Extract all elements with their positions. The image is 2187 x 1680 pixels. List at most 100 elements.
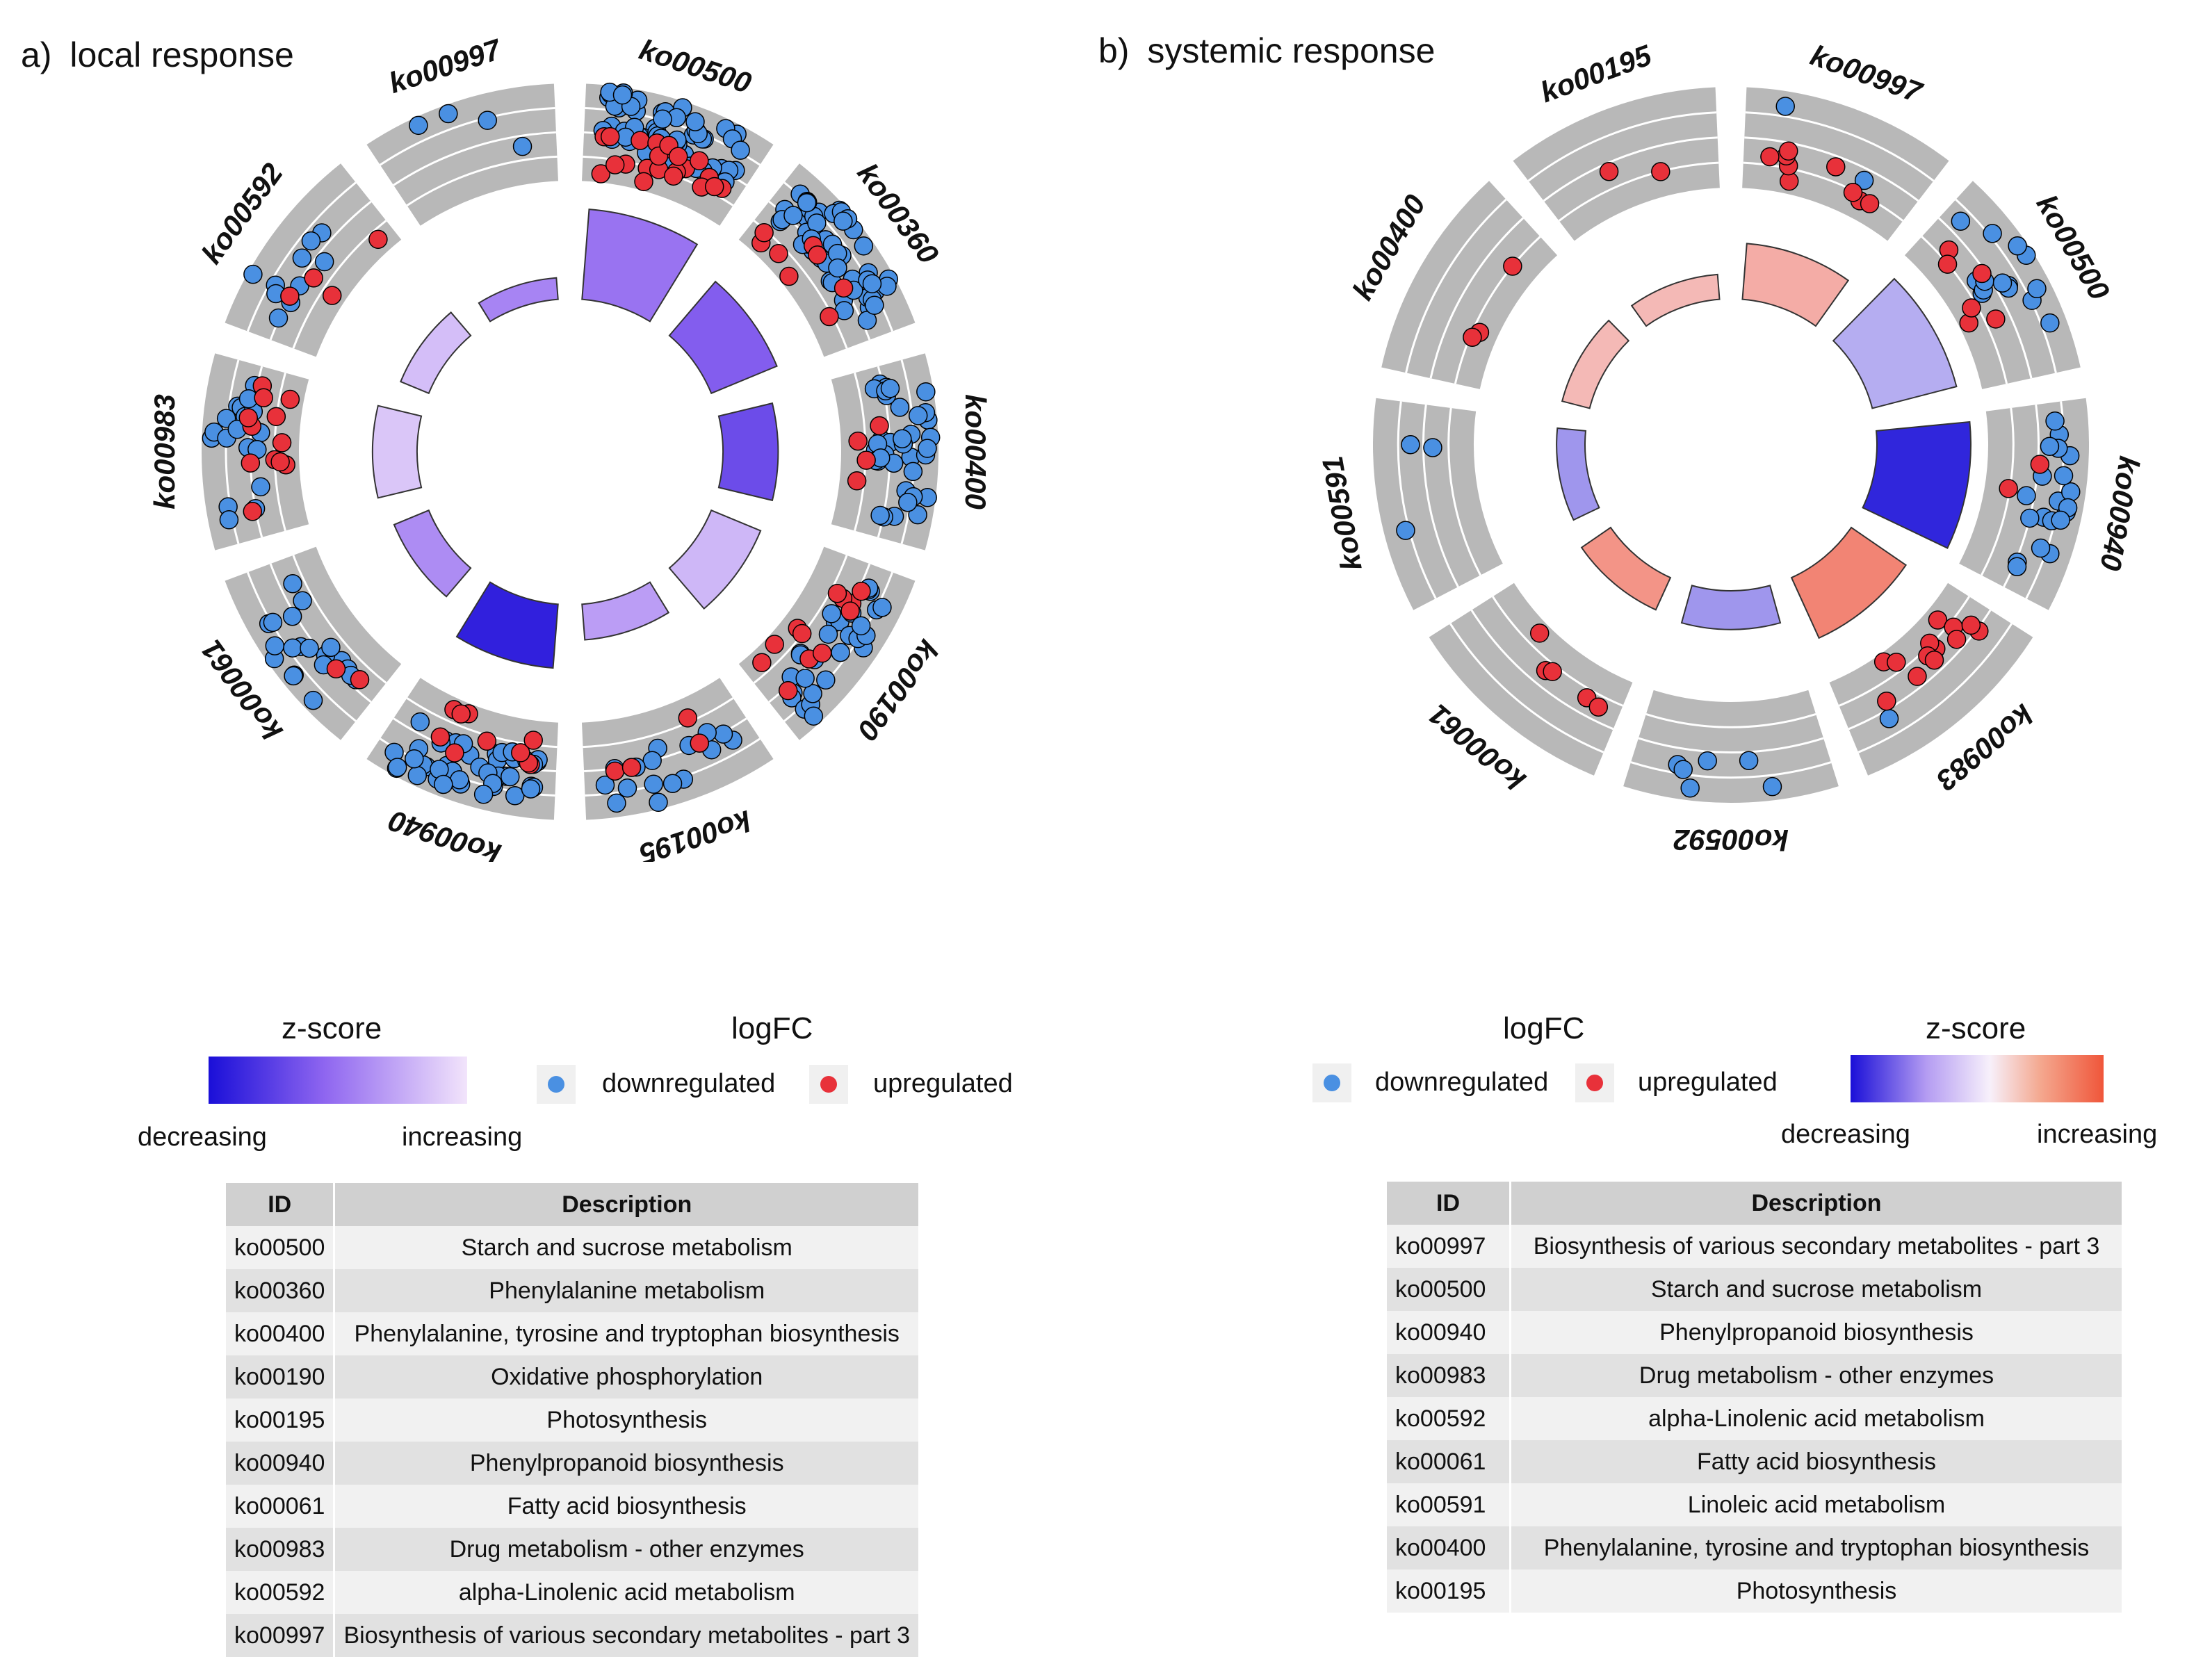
gene-dot-down (501, 767, 520, 787)
gene-dot-up (1928, 610, 1948, 630)
table-row: ko00997 Biosynthesis of various secondary… (1387, 1225, 2124, 1268)
gene-dot-down (685, 112, 705, 131)
gene-dot-up (1924, 650, 1944, 670)
table-cell-description: Biosynthesis of various secondary metabo… (1510, 1225, 2124, 1268)
zscore-bar (581, 581, 670, 641)
table-cell-id: ko00400 (1387, 1526, 1511, 1569)
table-cell-description: Phenylpropanoid biosynthesis (1510, 1311, 2124, 1354)
zscore-bar (1741, 243, 1850, 327)
gene-dot-down (854, 236, 874, 256)
gene-dot-down (865, 295, 884, 315)
gene-dot-down (816, 670, 836, 690)
gene-dot-down (908, 406, 928, 425)
gene-dot-down (851, 616, 871, 636)
gene-dot-up (1946, 630, 1967, 649)
table-cell-description: Drug metabolism - other enzymes (1510, 1354, 2124, 1397)
table-cell-id: ko00400 (226, 1312, 336, 1355)
term-label: ko00195 (1536, 42, 1656, 108)
gene-dot-up (241, 453, 261, 473)
gene-dot-down (407, 765, 428, 785)
guide-arc (583, 697, 734, 749)
gene-dot-up (808, 245, 827, 265)
zscore-bar (1832, 277, 1958, 409)
table-cell-id: ko00061 (226, 1485, 336, 1528)
gene-dot-down (321, 637, 341, 658)
table-row: ko00400 Phenylalanine, tyrosine and trypt… (1387, 1526, 2124, 1569)
gene-dot-down (1423, 438, 1442, 457)
gene-dot-down (862, 274, 882, 293)
table-row: ko00400 Phenylalanine, tyrosine and trypt… (226, 1312, 920, 1355)
gene-dot-up (430, 727, 450, 747)
panel-b-label: b) (1098, 31, 1130, 70)
table-row: ko00940 Phenylpropanoid biosynthesis (1387, 1311, 2124, 1354)
table-header-id: ID (1387, 1182, 1511, 1225)
gene-dot-up (1779, 141, 1798, 161)
term-ko00400: ko00400 (717, 353, 992, 551)
term-label: ko00195 (635, 804, 756, 862)
gene-dot-up (600, 127, 620, 147)
table-cell-description: Drug metabolism - other enzymes (334, 1528, 920, 1571)
gene-dot-up (270, 452, 290, 472)
guide-arc (1543, 136, 1718, 202)
gene-dot-down (731, 140, 750, 160)
gene-dot-down (410, 712, 430, 732)
table-row: ko00592 alpha-Linolenic acid metabolism (226, 1571, 920, 1614)
gene-dot-down (300, 638, 319, 658)
gene-dot-up (1972, 263, 1992, 284)
gene-dot-up (1937, 254, 1958, 274)
gene-dot-down (263, 612, 283, 633)
term-sector (1373, 398, 1503, 610)
kegg-table-systemic: ID Description ko00997 Biosynthesis of va… (1387, 1182, 2124, 1613)
guide-arc (406, 155, 558, 206)
guide-arc (1558, 161, 1719, 222)
table-cell-id: ko00591 (1387, 1483, 1511, 1526)
gene-dot-down (890, 398, 910, 417)
table-cell-id: ko00983 (1387, 1354, 1511, 1397)
gene-dot-down (284, 666, 303, 686)
gene-dot-up (477, 731, 497, 751)
table-cell-id: ko00592 (226, 1571, 336, 1614)
panel-b-title-text: systemic response (1147, 31, 1436, 70)
table-cell-id: ko00997 (1387, 1225, 1511, 1268)
gene-dot-up (1860, 194, 1880, 213)
gene-dot-down (2027, 279, 2047, 299)
zscore-bar (393, 509, 472, 598)
term-label: ko00400 (959, 394, 992, 509)
table-cell-id: ko00195 (226, 1398, 336, 1442)
table-cell-description: alpha-Linolenic acid metabolism (334, 1571, 920, 1614)
gene-dot-down (292, 248, 312, 268)
gene-dot-up (451, 704, 471, 724)
legend-up-label-b: upregulated (1638, 1068, 1778, 1097)
gene-dot-up (847, 471, 867, 491)
gene-dot-down (301, 231, 321, 251)
gene-dot-down (450, 770, 469, 790)
gene-dot-up (621, 758, 642, 777)
panel-b-title: b) systemic response (1098, 31, 1435, 71)
table-cell-id: ko00997 (226, 1614, 336, 1657)
gene-dot-down (903, 462, 923, 482)
circular-plot-local: ko00500ko00360ko00400ko00190ko00195ko009… (148, 33, 992, 862)
gene-dot-down (314, 252, 334, 272)
gene-dot-up (704, 177, 724, 197)
gene-dot-down (478, 111, 497, 130)
gene-dot-down (807, 213, 827, 233)
gene-dot-down (1739, 751, 1759, 770)
gene-dot-down (434, 774, 453, 794)
zscore-bar (717, 402, 779, 502)
gene-dot-down (2031, 538, 2051, 558)
guide-arc (379, 106, 555, 166)
gene-dot-down (1396, 521, 1415, 540)
gene-dot-up (322, 286, 342, 305)
gene-dot-up (754, 223, 774, 243)
term-label: ko00940 (2094, 454, 2146, 573)
zscore-bar (668, 280, 778, 395)
term-sector (1623, 690, 1839, 803)
term-label: ko00500 (635, 33, 755, 99)
gene-dot-down (409, 115, 428, 136)
gene-dot-up (238, 408, 259, 427)
down-dot-icon (548, 1076, 564, 1093)
gene-dot-up (1961, 615, 1981, 635)
kegg-table-local: ID Description ko00500 Starch and sucrose… (226, 1183, 920, 1657)
zscore-bar (1680, 585, 1782, 630)
gene-dot-up (827, 583, 847, 603)
